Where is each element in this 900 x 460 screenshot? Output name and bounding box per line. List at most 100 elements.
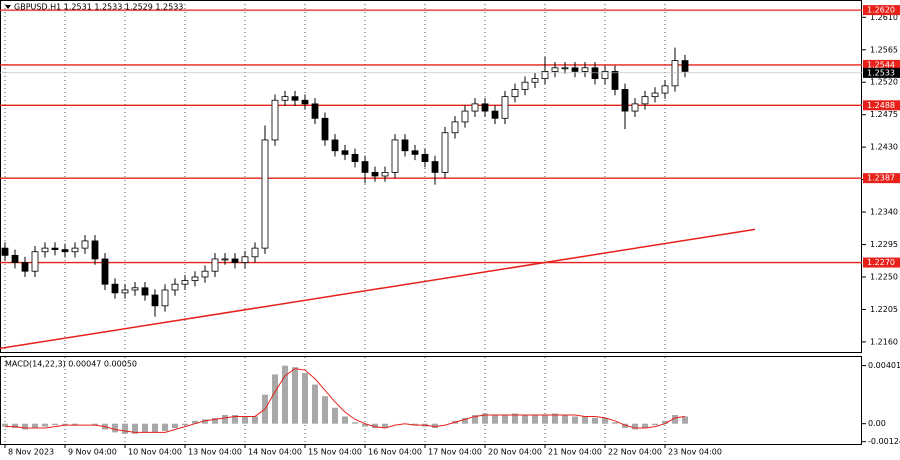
candle-body <box>141 287 149 296</box>
candle-body <box>51 247 59 250</box>
candle-body <box>201 270 209 278</box>
candle-body <box>501 96 509 119</box>
level-label-box <box>863 173 900 184</box>
y-tick-label: 1.2565 <box>870 45 898 54</box>
candle-body <box>101 258 109 285</box>
macd-bar <box>92 423 98 426</box>
macd-bar <box>2 423 8 427</box>
candle-body <box>601 71 609 80</box>
macd-bar <box>552 413 558 424</box>
candle-body <box>341 150 349 155</box>
macd-bar <box>612 422 618 424</box>
candle-body <box>391 139 399 173</box>
chart-title: GBPUSD,H1 1.2531 1.2533 1.2529 1.2533 <box>14 3 183 12</box>
candle-body <box>411 150 419 155</box>
candle-body <box>31 251 39 272</box>
macd-bar <box>632 423 638 430</box>
x-tick-label: 20 Nov 04:00 <box>488 448 542 457</box>
candle-body <box>571 67 579 72</box>
macd-bar <box>662 420 668 424</box>
candle-body <box>521 81 529 90</box>
candle-body <box>81 240 89 249</box>
x-tick-label: 10 Nov 04:00 <box>128 448 182 457</box>
macd-bar <box>602 417 608 424</box>
candle-body <box>361 161 369 173</box>
macd-bar <box>222 415 228 424</box>
candle-body <box>71 247 79 253</box>
macd-bar <box>122 423 128 434</box>
macd-bar <box>162 423 168 431</box>
macd-bar <box>362 423 368 427</box>
candle-body <box>561 67 569 70</box>
macd-bar <box>592 417 598 424</box>
candle-body <box>371 171 379 177</box>
macd-bar <box>212 417 218 424</box>
candle-body <box>191 276 199 281</box>
candle-body <box>311 103 319 119</box>
level-label: 1.2620 <box>867 6 895 15</box>
menu-arrow <box>5 5 11 9</box>
candle-body <box>121 289 129 294</box>
candle-body <box>471 103 479 112</box>
macd-bar <box>582 416 588 424</box>
candle-body <box>181 280 189 285</box>
x-tick-label: 15 Nov 04:00 <box>308 448 362 457</box>
candle-body <box>131 287 139 291</box>
x-tick-label: 22 Nov 04:00 <box>608 448 662 457</box>
macd-bar <box>322 396 328 424</box>
candle-body <box>271 99 279 141</box>
macd-bar <box>642 423 648 429</box>
y-tick-label: 1.2475 <box>870 110 898 119</box>
candle-body <box>331 139 339 152</box>
macd-bar <box>332 407 338 424</box>
macd-bar <box>532 415 538 424</box>
macd-bar <box>172 423 178 429</box>
macd-bar <box>482 413 488 424</box>
level-label: 1.2488 <box>867 101 895 110</box>
macd-bar <box>52 423 58 426</box>
macd-bar <box>682 416 688 424</box>
macd-bar <box>652 423 658 426</box>
macd-bar <box>132 423 138 434</box>
candle-body <box>431 161 439 173</box>
candle-body <box>171 283 179 291</box>
candle-body <box>461 110 469 123</box>
macd-bar <box>492 415 498 424</box>
macd-y-tick-label: 0.00 <box>868 419 886 428</box>
candle-body <box>541 71 549 80</box>
macd-bar <box>202 419 208 424</box>
candle-body <box>91 240 99 260</box>
macd-y-tick-label: -0.00124 <box>868 437 900 446</box>
y-tick-label: 1.2610 <box>870 13 898 22</box>
candle-body <box>11 254 19 263</box>
x-tick-label: 16 Nov 04:00 <box>368 448 422 457</box>
macd-bar <box>272 374 278 424</box>
macd-bar <box>502 415 508 424</box>
candle-body <box>481 103 489 112</box>
macd-bar <box>672 415 678 424</box>
candle-body <box>151 294 159 307</box>
candle-body <box>641 96 649 105</box>
level-label-box <box>863 100 900 111</box>
macd-bar <box>192 420 198 424</box>
x-tick-label: 9 Nov 04:00 <box>68 448 117 457</box>
macd-bar <box>252 416 258 424</box>
candle-body <box>111 283 119 294</box>
x-tick-label: 21 Nov 04:00 <box>548 448 602 457</box>
candle-body <box>61 249 69 253</box>
level-label: 1.2270 <box>867 258 895 267</box>
macd-bar <box>72 423 78 426</box>
last-price-box <box>863 67 900 78</box>
trendline <box>0 228 756 350</box>
level-label-box <box>863 59 900 70</box>
macd-bar <box>312 384 318 424</box>
candle-body <box>621 89 629 112</box>
x-tick-label: 14 Nov 04:00 <box>248 448 302 457</box>
macd-bar <box>352 422 358 424</box>
macd-bar <box>412 423 418 426</box>
x-tick-label: 17 Nov 04:00 <box>428 448 482 457</box>
candle-body <box>491 110 499 119</box>
candle-body <box>291 96 299 101</box>
candle-body <box>281 96 289 101</box>
candle-body <box>251 247 259 258</box>
